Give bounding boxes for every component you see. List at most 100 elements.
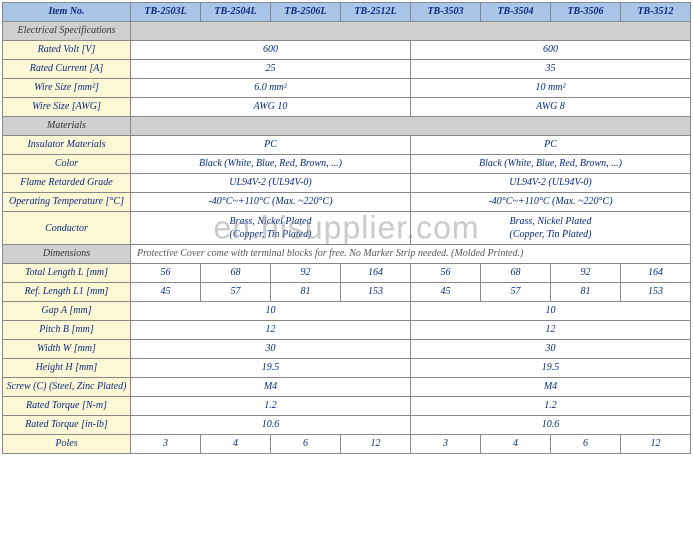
row-value: Black (White, Blue, Red, Brown, ...) (131, 155, 411, 174)
row-label: Width W [mm] (3, 340, 131, 359)
row-value: 1.2 (131, 397, 411, 416)
row-value: 3 (131, 435, 201, 454)
row-value: 4 (201, 435, 271, 454)
row-value: 56 (411, 264, 481, 283)
row-value: 6.0 mm² (131, 79, 411, 98)
row-value: -40°C~+110°C (Max. ~220°C) (131, 193, 411, 212)
row-label: Gap A [mm] (3, 302, 131, 321)
row-value: 81 (271, 283, 341, 302)
section-electrical: Electrical Specifications (3, 22, 131, 41)
product-header: TB-3503 (411, 3, 481, 22)
row-label: Height H [mm] (3, 359, 131, 378)
table-row: Wire Size [mm²] 6.0 mm² 10 mm² (3, 79, 691, 98)
row-label: Operating Temperature [°C] (3, 193, 131, 212)
row-value: 600 (131, 41, 411, 60)
row-value: 10 mm² (411, 79, 691, 98)
row-value: 6 (551, 435, 621, 454)
row-value: Brass, Nickel Plated (Copper, Tin Plated… (131, 212, 411, 245)
row-value: 68 (481, 264, 551, 283)
row-value: 153 (621, 283, 691, 302)
row-label: Conductor (3, 212, 131, 245)
row-value: 92 (271, 264, 341, 283)
table-row: Rated Torque [in-lb] 10.6 10.6 (3, 416, 691, 435)
row-value: PC (131, 136, 411, 155)
row-label: Insulator Materials (3, 136, 131, 155)
row-label: Wire Size [mm²] (3, 79, 131, 98)
table-row: Flame Retarded Grade UL94V-2 (UL94V-0) U… (3, 174, 691, 193)
row-value: 12 (411, 321, 691, 340)
table-row: Rated Volt [V] 600 600 (3, 41, 691, 60)
row-value: PC (411, 136, 691, 155)
table-row: Conductor Brass, Nickel Plated (Copper, … (3, 212, 691, 245)
row-label: Poles (3, 435, 131, 454)
row-value: 30 (131, 340, 411, 359)
row-value: 6 (271, 435, 341, 454)
header-row: Item No. TB-2503L TB-2504L TB-2506L TB-2… (3, 3, 691, 22)
row-value: 81 (551, 283, 621, 302)
row-value: 12 (131, 321, 411, 340)
row-value: M4 (411, 378, 691, 397)
row-value: 1.2 (411, 397, 691, 416)
product-header: TB-3504 (481, 3, 551, 22)
row-value: 25 (131, 60, 411, 79)
row-label: Ref. Length L1 [mm] (3, 283, 131, 302)
table-row: Poles 3 4 6 12 3 4 6 12 (3, 435, 691, 454)
section-materials: Materials (3, 117, 131, 136)
row-value: AWG 10 (131, 98, 411, 117)
row-label: Rated Torque [in-lb] (3, 416, 131, 435)
table-row: Gap A [mm] 10 10 (3, 302, 691, 321)
table-row: Width W [mm] 30 30 (3, 340, 691, 359)
table-row: Total Length L [mm] 56 68 92 164 56 68 9… (3, 264, 691, 283)
product-header: TB-3512 (621, 3, 691, 22)
row-value: 12 (341, 435, 411, 454)
product-header: TB-2504L (201, 3, 271, 22)
table-row: Wire Size [AWG] AWG 10 AWG 8 (3, 98, 691, 117)
row-label: Rated Volt [V] (3, 41, 131, 60)
product-header: TB-2506L (271, 3, 341, 22)
row-value: 164 (621, 264, 691, 283)
row-value: UL94V-2 (UL94V-0) (131, 174, 411, 193)
row-value: 56 (131, 264, 201, 283)
row-label: Color (3, 155, 131, 174)
table-row: Operating Temperature [°C] -40°C~+110°C … (3, 193, 691, 212)
dimensions-note: Protective Cover come with terminal bloc… (131, 245, 691, 264)
row-value: UL94V-2 (UL94V-0) (411, 174, 691, 193)
spec-table: Item No. TB-2503L TB-2504L TB-2506L TB-2… (2, 2, 691, 454)
product-header: TB-2503L (131, 3, 201, 22)
row-value: -40°C~+110°C (Max. ~220°C) (411, 193, 691, 212)
table-row: Height H [mm] 19.5 19.5 (3, 359, 691, 378)
row-value: 45 (411, 283, 481, 302)
row-value: 68 (201, 264, 271, 283)
row-value: Black (White, Blue, Red, Brown, ...) (411, 155, 691, 174)
row-value: 35 (411, 60, 691, 79)
row-value: 4 (481, 435, 551, 454)
table-row: Screw (C) (Steel, Zinc Plated) M4 M4 (3, 378, 691, 397)
row-label: Rated Current [A] (3, 60, 131, 79)
row-value: 12 (621, 435, 691, 454)
table-row: Pitch B [mm] 12 12 (3, 321, 691, 340)
row-value: 19.5 (131, 359, 411, 378)
row-label: Rated Torque [N-m] (3, 397, 131, 416)
row-value: 600 (411, 41, 691, 60)
row-value: 153 (341, 283, 411, 302)
product-header: TB-3506 (551, 3, 621, 22)
item-no-header: Item No. (3, 3, 131, 22)
row-label: Flame Retarded Grade (3, 174, 131, 193)
table-row: Rated Current [A] 25 35 (3, 60, 691, 79)
row-value: 10.6 (411, 416, 691, 435)
row-value: AWG 8 (411, 98, 691, 117)
row-value: 19.5 (411, 359, 691, 378)
row-value: 10 (411, 302, 691, 321)
product-header: TB-2512L (341, 3, 411, 22)
row-value: 45 (131, 283, 201, 302)
row-value: Brass, Nickel Plated (Copper, Tin Plated… (411, 212, 691, 245)
row-value: 57 (201, 283, 271, 302)
table-row: Rated Torque [N-m] 1.2 1.2 (3, 397, 691, 416)
row-value: 10.6 (131, 416, 411, 435)
table-row: Ref. Length L1 [mm] 45 57 81 153 45 57 8… (3, 283, 691, 302)
row-label: Screw (C) (Steel, Zinc Plated) (3, 378, 131, 397)
table-row: Color Black (White, Blue, Red, Brown, ..… (3, 155, 691, 174)
row-label: Wire Size [AWG] (3, 98, 131, 117)
table-row: Insulator Materials PC PC (3, 136, 691, 155)
row-label: Total Length L [mm] (3, 264, 131, 283)
